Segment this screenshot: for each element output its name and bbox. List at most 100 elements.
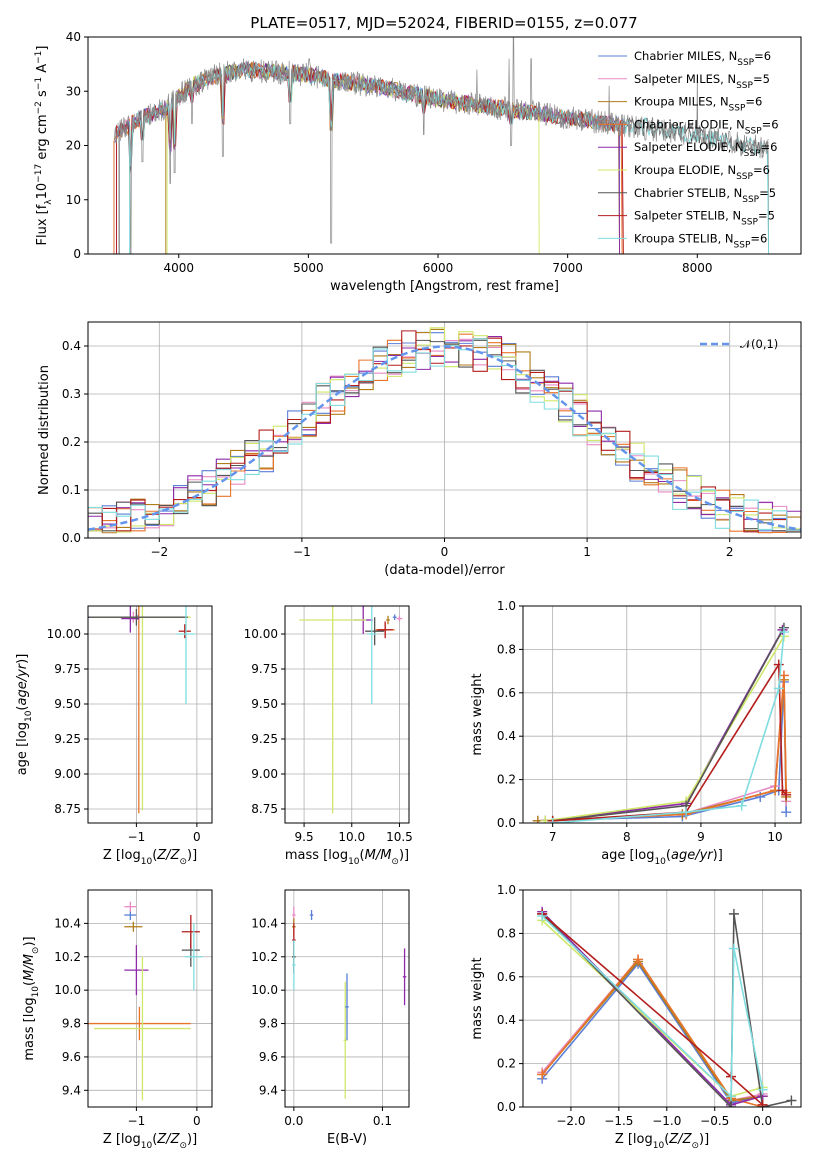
x-axis-label: mass [log10(M/M⊙)] [285, 848, 409, 867]
label-part: =6 [761, 140, 778, 154]
histogram-series [88, 338, 801, 533]
label-part: mass [log [22, 997, 37, 1060]
y-tick-label: 10.00 [47, 627, 81, 641]
label-part: Chabrier STELIB, N [634, 186, 742, 200]
error-bar-point [386, 615, 390, 625]
y-tick-label: 10.4 [54, 916, 81, 930]
series-kroupa-stelib [537, 911, 768, 1102]
x-tick-label: 10.5 [386, 830, 413, 844]
label-part: A [35, 64, 50, 77]
y-tick-label: 9.75 [54, 662, 81, 676]
axes-frame [522, 889, 802, 1108]
x-tick-label: 8 [623, 830, 631, 844]
legend-label: Salpeter MILES, NSSP=5 [634, 72, 770, 91]
label-part: 10 [31, 986, 41, 998]
y-tick-label: 0.8 [497, 926, 516, 940]
label-part: =5 [753, 72, 770, 86]
series-line [541, 960, 763, 1102]
x-tick-label: 4000 [163, 261, 194, 275]
label-part: Salpeter MILES, N [634, 72, 736, 86]
legend-label: Salpeter ELODIE, NSSP=6 [634, 140, 777, 159]
series-line [537, 681, 787, 822]
y-tick-label: 9.50 [54, 697, 81, 711]
y-tick-label: 0.4 [497, 1013, 516, 1027]
legend: 𝒩(0,1) [700, 337, 778, 351]
y-axis-label: mass weight [470, 673, 485, 755]
label-part: Z/Z [156, 848, 180, 863]
x-axis-label: age [log10(age/yr)] [601, 848, 723, 867]
y-tick-label: 40 [66, 30, 81, 44]
error-bar-point [345, 973, 349, 1041]
series-line [545, 629, 784, 822]
series-kroupa-stelib [547, 627, 789, 823]
label-part: SSP [729, 104, 746, 114]
plot-area [299, 606, 403, 814]
label-part: )] [15, 654, 30, 664]
error-bar-point [292, 940, 296, 991]
data-point-marker [757, 1084, 768, 1095]
x-tick-label: −1 [128, 830, 146, 844]
label-part: Z [log [103, 1132, 141, 1147]
error-bar-point [184, 923, 203, 991]
label-part: ( [360, 848, 365, 863]
y-tick-label: 0.0 [497, 1100, 516, 1114]
y-tick-label: 0.4 [497, 729, 516, 743]
label-part: 10 [35, 183, 50, 200]
error-bar-point [124, 901, 137, 912]
label-part: mass [log [285, 848, 348, 863]
y-tick-label: 9.50 [251, 697, 278, 711]
y-tick-label: 0 [73, 247, 81, 261]
y-tick-label: 10.2 [54, 950, 81, 964]
y-tick-label: 9.8 [62, 1017, 81, 1031]
label-part: SSP [737, 58, 754, 68]
legend-label: Chabrier STELIB, NSSP=5 [634, 186, 776, 205]
y-tick-label: 0.2 [497, 1057, 516, 1071]
x-axis-label: Z [log10(Z/Z⊙)] [103, 1132, 197, 1151]
label-part: 10 [653, 1141, 665, 1151]
label-part: ⊙ [179, 1141, 187, 1151]
series-salpeter-miles [532, 670, 792, 823]
y-axis-label: mass weight [470, 957, 485, 1039]
x-tick-label: 0 [193, 1114, 201, 1128]
label-part: erg cm [35, 114, 50, 163]
panel-spectrum: 4000 5000 6000 7000 8000 0 10 20 30 40 wavelength … [34, 30, 802, 294]
series-salpeter-elodie [540, 624, 788, 823]
y-axis-label: age [log10(age/yr)] [15, 654, 34, 776]
y-tick-label: 9.4 [259, 1083, 278, 1097]
label-part: Z/Z [668, 1132, 692, 1147]
error-bar-point [124, 945, 149, 996]
label-part: SSP [744, 149, 761, 159]
data-point-marker [537, 911, 548, 922]
series-line [541, 958, 763, 1107]
plot-area [532, 622, 792, 823]
data-point-marker [773, 659, 784, 670]
panel-mass-vs-Z: −1 09.49.69.810.010.210.4Z [log10(Z/Z⊙)]m… [22, 889, 213, 1151]
error-bar-point [299, 606, 367, 814]
label-part: Kroupa STELIB, N [634, 231, 734, 245]
label-part: λ [44, 199, 54, 205]
label-part: )] [399, 848, 409, 863]
label-part: SSP [741, 218, 758, 228]
label-part: =6 [753, 163, 770, 177]
series-chabrier-stelib [547, 622, 789, 823]
model-spectrum-line [129, 60, 770, 254]
label-part: Z [log [103, 848, 141, 863]
legend-label: Chabrier ELODIE, NSSP=6 [634, 117, 779, 136]
label-part: Chabrier MILES, N [634, 49, 737, 63]
y-tick-label: 9.4 [62, 1083, 81, 1097]
series-chabrier-miles [532, 676, 792, 823]
x-tick-label: 0.0 [753, 1114, 772, 1128]
error-bar-point [178, 624, 191, 639]
data-point-marker [728, 943, 739, 954]
data-point-marker [773, 683, 784, 694]
y-tick-label: 10.0 [251, 983, 278, 997]
label-part: 10 [654, 857, 666, 867]
label-part: 10 [24, 710, 34, 722]
label-part: ( [152, 1132, 157, 1147]
y-tick-label: 1.0 [497, 599, 516, 613]
x-tick-label: 0.1 [373, 1114, 392, 1128]
label-part: =5 [758, 209, 775, 223]
